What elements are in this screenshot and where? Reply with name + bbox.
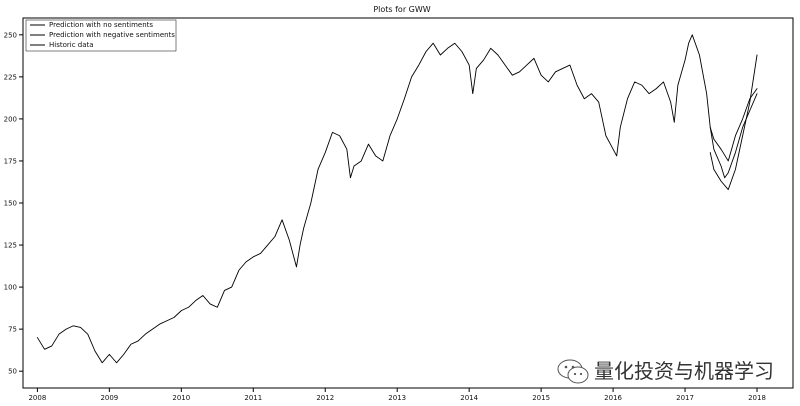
x-tick-label: 2013 [388,394,406,402]
legend-label-no-sentiments: Prediction with no sentiments [49,21,153,29]
y-tick-label: 150 [4,200,17,208]
x-tick-label: 2009 [100,394,118,402]
watermark-text: 量化投资与机器学习 [594,359,774,383]
y-tick-label: 100 [4,284,17,292]
x-tick-label: 2010 [172,394,190,402]
x-tick-label: 2016 [604,394,622,402]
series-line-prediction-with-no-sentiments [709,88,758,162]
series-layer [36,34,758,364]
y-tick-label: 250 [4,31,17,39]
y-tick-label: 175 [4,157,17,165]
chart-title: Plots for GWW [373,5,430,14]
legend-box [25,19,177,52]
wechat-logo-icon [557,359,589,384]
x-tick-label: 2017 [676,394,694,402]
y-tick-label: 225 [4,73,17,81]
y-tick-label: 125 [4,242,17,250]
legend-label-negative-sentiments: Prediction with negative sentiments [49,31,175,39]
legend-label-historic: Historic data [49,41,94,49]
x-axis: 2008 2009 2010 2011 2012 2013 2014 2015 2016 2017… [28,388,766,402]
series-line-prediction-with-negative-sentiments [709,54,758,191]
watermark: 量化投资与机器学习 [557,359,774,384]
y-axis: 50 75 100 125 150 175 200 225 250 [4,31,23,376]
x-tick-label: 2014 [460,394,478,402]
y-tick-label: 50 [8,368,17,376]
series-line-historic-data [36,34,758,364]
x-tick-label: 2015 [532,394,550,402]
x-tick-label: 2008 [28,394,46,402]
y-tick-label: 75 [8,326,17,334]
x-tick-label: 2011 [244,394,262,402]
legend: Prediction with no sentiments Prediction… [25,19,177,52]
y-tick-label: 200 [4,115,17,123]
x-tick-label: 2018 [748,394,766,402]
x-tick-label: 2012 [316,394,334,402]
